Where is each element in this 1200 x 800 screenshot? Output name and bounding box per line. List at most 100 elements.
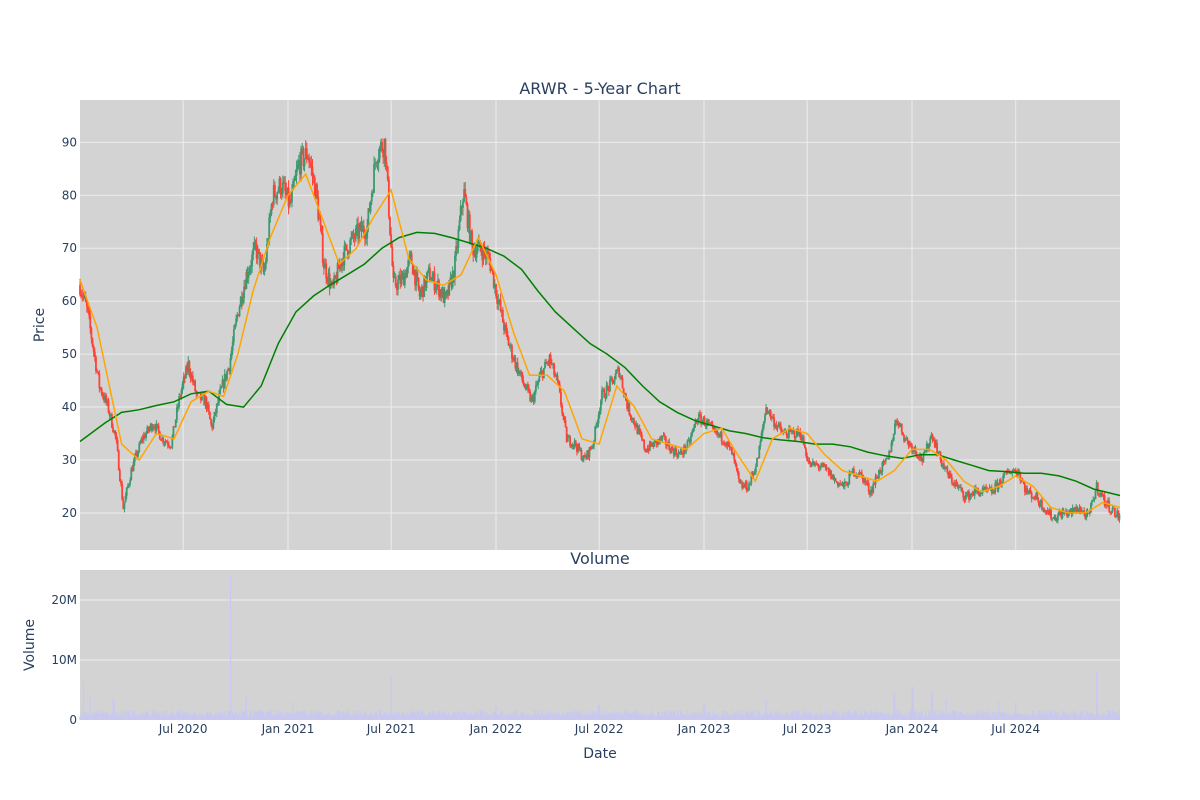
volume-bar bbox=[1029, 716, 1032, 720]
volume-bar bbox=[626, 710, 628, 720]
candlestick bbox=[227, 367, 230, 372]
volume-bar bbox=[129, 713, 131, 720]
candlestick bbox=[859, 471, 862, 474]
volume-bar bbox=[809, 710, 812, 720]
volume-bar bbox=[1116, 712, 1118, 720]
volume-bar bbox=[832, 711, 834, 720]
volume-bar bbox=[976, 712, 978, 720]
volume-bar bbox=[223, 714, 225, 720]
candlestick bbox=[149, 422, 152, 432]
volume-bar bbox=[1039, 710, 1041, 720]
volume-bar bbox=[375, 710, 377, 720]
candlestick bbox=[813, 461, 815, 467]
candlestick bbox=[917, 455, 920, 461]
volume-bar bbox=[556, 713, 559, 720]
volume-bar bbox=[601, 714, 603, 720]
candlestick bbox=[835, 481, 838, 484]
volume-bar bbox=[236, 715, 238, 720]
candlestick bbox=[944, 465, 946, 472]
volume-bar bbox=[237, 714, 240, 720]
volume-bar bbox=[211, 715, 213, 720]
volume-bar bbox=[322, 714, 324, 720]
candlestick bbox=[969, 493, 972, 501]
volume-bar bbox=[1035, 714, 1037, 720]
price-plot-area bbox=[80, 100, 1120, 550]
volume-bar bbox=[167, 715, 169, 720]
short-moving-average-line bbox=[79, 172, 1121, 514]
volume-bar bbox=[1036, 715, 1038, 720]
candlestick bbox=[1080, 507, 1083, 513]
candlestick bbox=[403, 269, 406, 289]
volume-bar bbox=[767, 713, 769, 720]
candlestick bbox=[928, 443, 930, 452]
candlestick bbox=[399, 268, 402, 289]
volume-bar bbox=[886, 712, 888, 720]
volume-bar bbox=[136, 715, 138, 720]
candlestick bbox=[935, 439, 937, 449]
candlestick bbox=[272, 179, 275, 208]
candlestick bbox=[768, 409, 771, 417]
candlestick bbox=[124, 492, 127, 503]
volume-bar bbox=[505, 713, 507, 720]
volume-bar bbox=[323, 715, 325, 720]
candlestick bbox=[585, 454, 587, 461]
volume-bar bbox=[91, 714, 94, 720]
candlestick bbox=[307, 154, 309, 161]
volume-bar bbox=[291, 713, 293, 720]
volume-bar bbox=[774, 710, 776, 720]
volume-bar bbox=[742, 713, 744, 720]
volume-bar bbox=[958, 713, 960, 720]
volume-bar bbox=[513, 713, 515, 720]
volume-bar bbox=[346, 711, 348, 720]
volume-bar bbox=[915, 712, 918, 720]
candlestick bbox=[1115, 515, 1117, 519]
candlestick bbox=[310, 155, 313, 176]
candlestick bbox=[717, 431, 720, 439]
volume-bar bbox=[880, 712, 882, 720]
volume-bar bbox=[824, 715, 826, 720]
volume-bar bbox=[481, 710, 483, 720]
volume-bar bbox=[914, 710, 917, 720]
volume-bar bbox=[220, 715, 222, 720]
candlestick bbox=[284, 175, 287, 199]
candlestick bbox=[1067, 513, 1070, 519]
volume-bar bbox=[134, 710, 136, 720]
candlestick bbox=[414, 269, 416, 291]
candlestick bbox=[1036, 492, 1039, 501]
volume-bar bbox=[618, 712, 620, 720]
volume-bar bbox=[331, 716, 333, 720]
volume-bar bbox=[364, 714, 366, 720]
volume-bar bbox=[1062, 711, 1065, 720]
candlestick bbox=[81, 289, 84, 302]
volume-bar bbox=[154, 712, 156, 720]
candlestick bbox=[530, 394, 533, 403]
volume-bar bbox=[183, 711, 185, 720]
candlestick bbox=[767, 410, 770, 415]
volume-bar bbox=[217, 714, 219, 720]
candlestick bbox=[956, 481, 959, 489]
candlestick bbox=[550, 359, 553, 366]
candlestick bbox=[572, 444, 575, 450]
volume-bar bbox=[307, 715, 309, 720]
volume-bar bbox=[807, 713, 809, 720]
volume-bar bbox=[283, 715, 285, 720]
volume-bar bbox=[1098, 715, 1100, 720]
volume-bar bbox=[1017, 713, 1019, 720]
volume-bar bbox=[419, 715, 421, 720]
x-axis-title: Date bbox=[583, 746, 617, 762]
volume-bar bbox=[763, 716, 765, 720]
candlestick bbox=[888, 449, 891, 460]
candlestick bbox=[1003, 471, 1006, 478]
volume-bar bbox=[318, 712, 320, 720]
volume-bar bbox=[243, 710, 245, 720]
volume-bar bbox=[902, 713, 904, 720]
candlestick bbox=[809, 461, 812, 468]
candlestick bbox=[958, 484, 961, 489]
candlestick bbox=[810, 462, 813, 468]
volume-bar bbox=[515, 715, 518, 720]
candlestick bbox=[333, 272, 336, 289]
volume-bar bbox=[1052, 715, 1054, 720]
volume-bar bbox=[1074, 712, 1076, 720]
volume-bar bbox=[525, 716, 527, 720]
candlestick bbox=[534, 380, 537, 395]
